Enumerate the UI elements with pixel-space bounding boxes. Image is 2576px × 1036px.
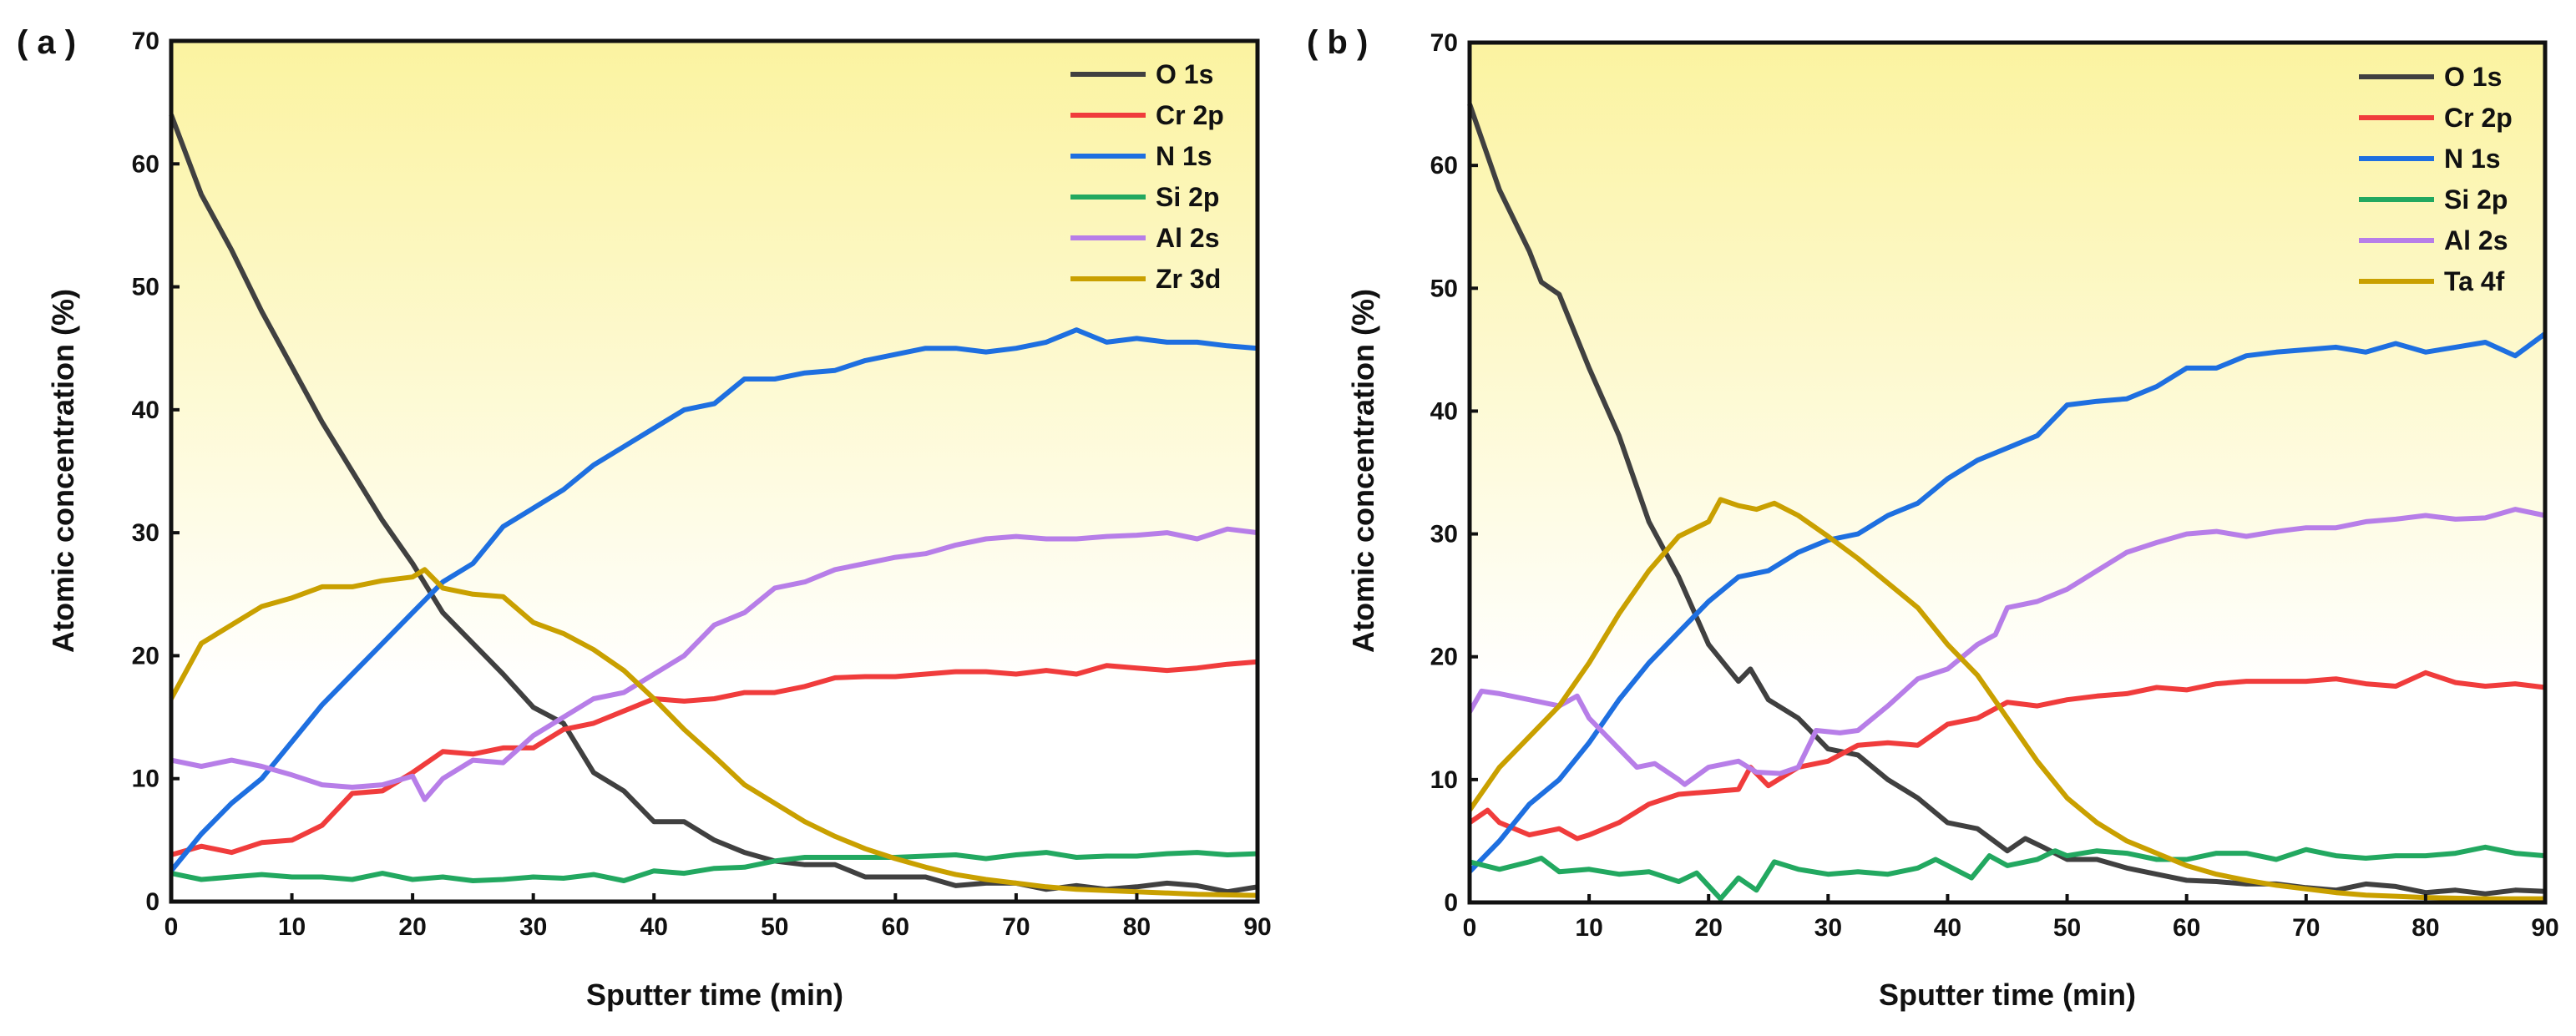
plot-frame	[169, 38, 1260, 904]
legend-label: Al 2s	[2444, 225, 2508, 255]
panel-label-b: ( b )	[1307, 24, 1368, 61]
y-tick-label: 10	[132, 766, 159, 793]
x-tick-label: 0	[164, 913, 179, 941]
legend-label: Si 2p	[2444, 184, 2508, 215]
plot-area	[171, 41, 1258, 902]
legend-label: Zr 3d	[1156, 264, 1221, 294]
x-tick-label: 30	[1814, 914, 1842, 942]
legend-label: Ta 4f	[2444, 266, 2505, 296]
panel-b: ( b ) Sputter time (min) Atomic concentr…	[1307, 24, 2559, 1012]
x-tick-label: 60	[882, 913, 909, 941]
x-tick-label: 70	[1002, 913, 1030, 941]
x-tick-label: 30	[519, 913, 547, 941]
series-line-al-2s	[170, 526, 1258, 802]
x-tick-label: 50	[761, 913, 788, 941]
x-tick-label: 10	[278, 913, 306, 941]
y-axis-title-b: Atomic concentration (%)	[1346, 289, 1380, 653]
y-tick-label: 30	[1430, 521, 1458, 548]
plot-area	[1470, 43, 2545, 902]
legend-label: N 1s	[1156, 141, 1212, 171]
plot-frame	[1467, 40, 2548, 905]
series-line-o-1s	[169, 114, 1258, 895]
series-line-si-2p	[170, 850, 1258, 883]
x-tick-label: 50	[2053, 914, 2081, 942]
series-line-zr-3d	[169, 567, 1258, 898]
series-line-cr-2p	[1468, 670, 2546, 841]
x-tick-label: 0	[1463, 914, 1477, 942]
series-line-n-1s	[1467, 331, 2547, 874]
x-tick-label: 60	[2173, 914, 2200, 942]
x-tick-label: 80	[2412, 914, 2439, 942]
series-line-o-1s	[1467, 103, 2546, 897]
legend-label: Cr 2p	[1156, 100, 1224, 130]
x-tick-label: 20	[398, 913, 426, 941]
y-tick-label: 60	[1430, 152, 1458, 179]
y-axis-title-a: Atomic concentration (%)	[46, 289, 80, 653]
panel-label-a: ( a )	[17, 24, 76, 61]
y-tick-label: 50	[132, 274, 159, 301]
legend-label: N 1s	[2444, 144, 2501, 174]
legend-label: Al 2s	[1156, 223, 1219, 253]
x-axis-title-b: Sputter time (min)	[1879, 978, 2136, 1012]
series-line-al-2s	[1467, 507, 2546, 787]
y-tick-label: 40	[132, 397, 159, 424]
x-axis-title-a: Sputter time (min)	[586, 978, 843, 1012]
x-tick-label: 20	[1695, 914, 1723, 942]
y-tick-label: 40	[1430, 397, 1458, 425]
x-tick-label: 70	[2292, 914, 2320, 942]
y-tick-label: 20	[132, 642, 159, 670]
series-line-n-1s	[169, 327, 1258, 873]
panel-a: ( a ) Sputter time (min) Atomic concentr…	[17, 24, 1272, 1012]
legend-label: Cr 2p	[2444, 103, 2513, 133]
series-line-ta-4f	[1467, 497, 2545, 902]
y-tick-label: 0	[145, 888, 159, 916]
y-tick-label: 70	[1430, 29, 1458, 57]
x-tick-label: 90	[1243, 913, 1271, 941]
legend-label: O 1s	[1156, 59, 1213, 89]
x-tick-label: 90	[2531, 914, 2558, 942]
y-tick-label: 10	[1430, 766, 1458, 794]
x-tick-label: 40	[640, 913, 668, 941]
series-line-cr-2p	[170, 659, 1258, 857]
y-tick-label: 60	[132, 150, 159, 178]
x-tick-label: 80	[1123, 913, 1151, 941]
legend-label: O 1s	[2444, 62, 2502, 92]
legend-label: Si 2p	[1156, 182, 1219, 212]
x-tick-label: 10	[1575, 914, 1602, 942]
y-tick-label: 70	[132, 28, 159, 55]
series-line-si-2p	[1469, 844, 2546, 902]
x-tick-label: 40	[1934, 914, 1961, 942]
y-tick-label: 50	[1430, 275, 1458, 302]
y-tick-label: 0	[1444, 889, 1458, 917]
y-tick-label: 30	[132, 519, 159, 547]
y-tick-label: 20	[1430, 644, 1458, 671]
